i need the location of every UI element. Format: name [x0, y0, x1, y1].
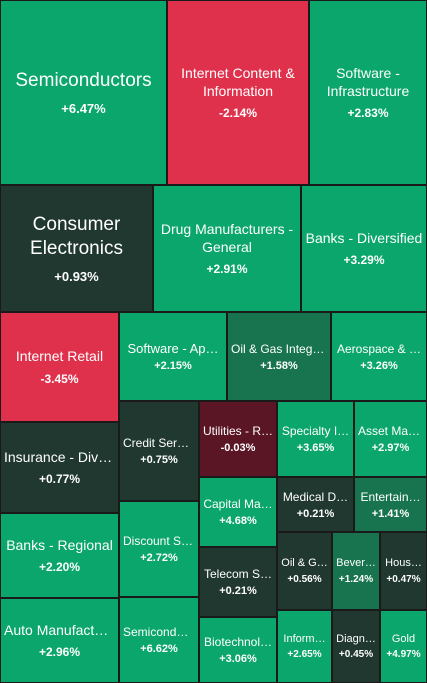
tile-change: +4.68% [219, 515, 257, 527]
tile-label: Insurance - Dive… [4, 448, 115, 465]
tile-change: +1.58% [260, 359, 298, 372]
tile-gold[interactable]: Gold +4.97% [380, 610, 427, 683]
tile-change: +2.97% [371, 442, 410, 454]
tile-asset-man[interactable]: Asset Man… +2.97% [354, 401, 427, 477]
tile-label: Oil & Gas Integr… [231, 341, 327, 356]
tile-change: +2.65% [287, 649, 322, 661]
tile-internet-content-and-information[interactable]: Internet Content & Information -2.14% [167, 0, 309, 185]
tile-change: +2.96% [38, 645, 81, 660]
tile-semicondu[interactable]: Semicondu… +6.62% [119, 597, 199, 683]
tile-change: -3.45% [40, 371, 79, 386]
tile-banks-regional[interactable]: Banks - Regional +2.20% [0, 513, 119, 598]
tile-change: +6.62% [140, 643, 178, 655]
tile-utilities-r[interactable]: Utilities - R… -0.03% [199, 401, 277, 477]
tile-specialty-i[interactable]: Specialty I… +3.65% [277, 401, 354, 477]
tile-label: Internet Retail [15, 348, 104, 365]
tile-label: Semiconductors [15, 70, 152, 92]
tile-change: +2.72% [140, 552, 178, 564]
tile-label: Diagn… [336, 632, 376, 645]
tile-label: Specialty I… [281, 424, 350, 438]
tile-bever[interactable]: Bever… +1.24% [332, 532, 380, 610]
tile-label: Auto Manufactu… [4, 621, 115, 638]
tile-change: +3.29% [343, 253, 385, 268]
tile-change: +0.21% [219, 585, 257, 597]
tile-change: +1.24% [338, 573, 374, 585]
tile-discount-st[interactable]: Discount St… +2.72% [119, 501, 199, 597]
tile-change: +2.20% [38, 560, 81, 575]
tile-entertain[interactable]: Entertain… +1.41% [354, 477, 427, 532]
tile-label: Oil & G… [281, 557, 328, 570]
tile-change: +0.47% [386, 573, 421, 585]
tile-label: Biotechnol… [203, 635, 273, 649]
tile-diagn[interactable]: Diagn… +0.45% [332, 610, 380, 683]
tile-label: Banks - Diversified [305, 229, 423, 246]
tile-label: Entertain… [360, 489, 421, 504]
tile-software-ap[interactable]: Software - Ap… +2.15% [119, 312, 227, 401]
tile-change: +0.77% [38, 472, 81, 487]
tile-biotechnol[interactable]: Biotechnol… +3.06% [199, 617, 277, 683]
tile-label: Inform… [283, 632, 326, 645]
tile-label: Utilities - R… [203, 424, 273, 438]
tile-internet-retail[interactable]: Internet Retail -3.45% [0, 312, 119, 422]
tile-label: Discount St… [123, 534, 195, 548]
tile-auto-manufactu[interactable]: Auto Manufactu… +2.96% [0, 598, 119, 683]
tile-label: Aerospace & … [336, 341, 422, 356]
tile-change: +3.26% [360, 359, 398, 372]
tile-change: +0.93% [54, 268, 99, 284]
tile-telecom-s[interactable]: Telecom S… +0.21% [199, 547, 277, 617]
tile-capital-ma[interactable]: Capital Ma… +4.68% [199, 477, 277, 547]
tile-insurance-dive[interactable]: Insurance - Dive… +0.77% [0, 422, 119, 513]
tile-label: Internet Content & Information [181, 65, 295, 99]
tile-credit-servi[interactable]: Credit Servi… +0.75% [119, 401, 199, 501]
tile-change: +1.41% [371, 507, 410, 520]
tile-change: +3.65% [296, 442, 335, 454]
tile-change: +4.97% [386, 649, 421, 661]
tile-consumer-electronics[interactable]: Consumer Electronics +0.93% [0, 185, 153, 312]
tile-change: +0.56% [287, 573, 322, 585]
tile-change: +0.45% [338, 649, 374, 661]
tile-change: +0.75% [140, 454, 178, 466]
tile-change: +2.83% [347, 106, 389, 120]
tile-label: Credit Servi… [123, 436, 195, 450]
tile-label: Consumer Electronics [30, 214, 123, 259]
tile-hous[interactable]: Hous… +0.47% [380, 532, 427, 610]
tile-semiconductors[interactable]: Semiconductors +6.47% [0, 0, 167, 185]
tile-label: Telecom S… [203, 567, 273, 581]
tile-label: Capital Ma… [203, 497, 273, 511]
tile-label: Medical D… [282, 489, 349, 504]
tile-change: +0.21% [296, 507, 335, 520]
tile-change: +3.06% [219, 653, 257, 665]
tile-medical-d[interactable]: Medical D… +0.21% [277, 477, 354, 532]
tile-inform[interactable]: Inform… +2.65% [277, 610, 332, 683]
tile-banks-diversified[interactable]: Banks - Diversified +3.29% [301, 185, 427, 312]
tile-drug-manufacturers-general[interactable]: Drug Manufacturers - General +2.91% [153, 185, 301, 312]
tile-aerospace-and[interactable]: Aerospace & … +3.26% [331, 312, 427, 401]
tile-label: Hous… [385, 557, 422, 570]
tile-oil-and-gas-integr[interactable]: Oil & Gas Integr… +1.58% [227, 312, 331, 401]
tile-label: Banks - Regional [6, 536, 113, 553]
tile-software-infrastructure[interactable]: Software - Infrastructure +2.83% [309, 0, 427, 185]
tile-label: Software - Infrastructure [326, 65, 410, 99]
tile-oil-and-g[interactable]: Oil & G… +0.56% [277, 532, 332, 610]
tile-change: +6.47% [61, 100, 106, 116]
tile-label: Asset Man… [358, 424, 423, 438]
tile-label: Bever… [336, 557, 376, 570]
tile-label: Semicondu… [123, 625, 195, 639]
tile-change: +2.91% [206, 262, 248, 276]
tile-change: -2.14% [218, 106, 258, 120]
tile-change: +2.15% [154, 360, 192, 373]
tile-label: Gold [391, 632, 416, 645]
tile-label: Drug Manufacturers - General [160, 221, 294, 255]
tile-change: -0.03% [220, 442, 256, 454]
tile-label: Software - Ap… [127, 340, 219, 356]
